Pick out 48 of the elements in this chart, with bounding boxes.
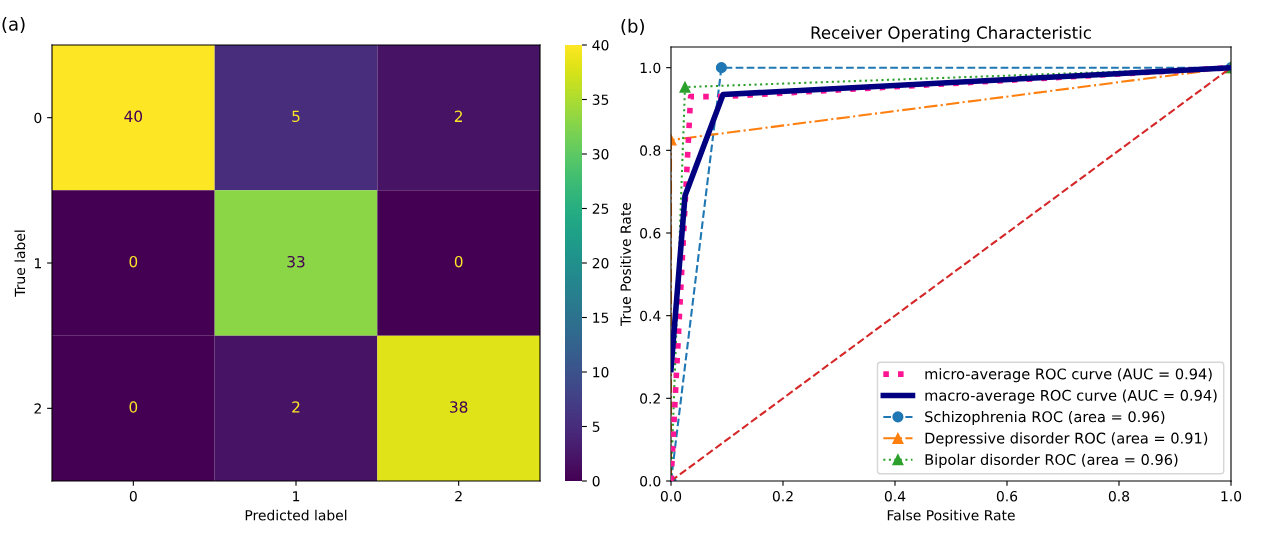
- x-tick-label: 0.8: [1108, 490, 1130, 502]
- text: (a): [2, 16, 25, 33]
- y-axis-title: True label: [14, 230, 26, 297]
- x-tick-label: 1.0: [1221, 490, 1242, 502]
- color-bar-label: 5: [592, 421, 600, 432]
- y-tick-label: 0.6: [640, 227, 661, 239]
- x-tick-label: 0.4: [884, 490, 906, 502]
- legend-label: micro-average ROC curve (AUC = 0.94): [925, 368, 1212, 383]
- data-label: 2: [292, 401, 300, 413]
- legend-label: Schizophrenia ROC (area = 0.96): [925, 410, 1165, 426]
- y-tick-label: 1: [34, 258, 41, 269]
- data-label: 33: [287, 255, 305, 268]
- data-label: 0: [129, 255, 138, 268]
- x-tick-label: 0: [129, 490, 137, 502]
- x-tick-label: 0.6: [996, 490, 1018, 502]
- y-tick-label: 2: [34, 403, 41, 414]
- data-label: 40: [124, 110, 143, 123]
- y-tick-label: 0.4: [640, 310, 661, 322]
- legend-label: Bipolar disorder ROC (area = 0.96): [925, 453, 1178, 468]
- x-tick-label: 2: [455, 490, 462, 502]
- data-label: 5: [292, 110, 300, 123]
- legend-label: Depressive disorder ROC (area = 0.91): [925, 432, 1208, 447]
- x-axis-title: Predicted label: [245, 509, 347, 521]
- y-tick-label: 0.0: [640, 475, 661, 487]
- x-axis-title: False Positive Rate: [887, 509, 1015, 521]
- text: (b): [621, 18, 644, 35]
- data-label: 0: [129, 401, 138, 413]
- data-label: 2: [454, 110, 462, 122]
- color-bar-label: 35: [592, 94, 609, 105]
- chart-title: Receiver Operating Characteristic: [811, 26, 1091, 43]
- y-tick-label: 0: [34, 112, 42, 124]
- x-tick-label: 1: [293, 491, 300, 502]
- color-bar-label: 25: [592, 203, 609, 214]
- x-tick-label: 0.2: [772, 490, 793, 502]
- x-tick-label: 0.0: [660, 490, 682, 502]
- y-axis-title: True Positive Rate: [620, 202, 631, 326]
- color-bar-label: 40: [592, 39, 609, 51]
- y-tick-label: 0.8: [640, 145, 661, 156]
- color-bar-label: 30: [592, 148, 609, 160]
- color-bar-label: 0: [592, 475, 600, 487]
- data-label: 0: [454, 255, 463, 268]
- y-tick-label: 0.2: [640, 393, 660, 404]
- y-tick-label: 1.0: [640, 62, 661, 74]
- color-bar-label: 10: [593, 366, 609, 378]
- legend-label: macro-average ROC curve (AUC = 0.94): [925, 389, 1217, 404]
- data-label: 38: [450, 401, 468, 413]
- color-bar-label: 20: [592, 257, 609, 269]
- color-bar-label: 15: [593, 312, 609, 323]
